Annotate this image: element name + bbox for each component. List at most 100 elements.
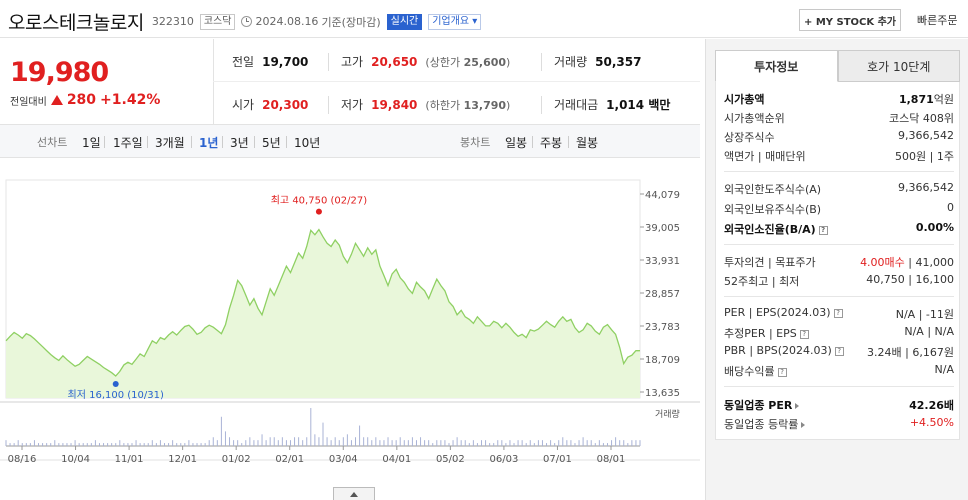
pbr-value-1: 3.24배 — [867, 346, 902, 359]
volume-axis-label: 거래량 — [655, 408, 680, 420]
divider — [286, 136, 287, 148]
shares-label: 상장주식수 — [724, 131, 775, 144]
stock-name: 오로스테크놀로지 — [8, 12, 144, 34]
help-icon[interactable]: ? — [818, 225, 828, 235]
open-price: 시가 20,300 — [232, 96, 308, 113]
trade-amount-value: 1,014 백만 — [606, 96, 670, 113]
volume-bar — [436, 440, 438, 446]
chart-collapse-handle[interactable] — [333, 487, 375, 500]
high-annotation: 최고 40,750 (02/27) — [271, 195, 367, 207]
volume-bar — [155, 443, 157, 446]
chevron-down-icon: ▾ — [472, 15, 478, 27]
volume-bar — [135, 440, 137, 446]
volume-bar — [464, 440, 466, 446]
tab-5y[interactable]: 5년 — [262, 136, 281, 150]
tab-1y[interactable]: 1년 — [199, 136, 219, 150]
help-icon[interactable]: ? — [833, 308, 843, 318]
trade-amount-unit: 백만 — [648, 98, 671, 112]
help-icon[interactable]: ? — [777, 367, 787, 377]
volume-bar — [428, 440, 430, 446]
market-cap-unit: 억원 — [933, 93, 954, 106]
sector-per-label[interactable]: 동일업종 PER — [724, 397, 800, 413]
volume-bar — [448, 443, 450, 446]
tab-investment-info[interactable]: 투자정보 — [715, 50, 838, 82]
volume-bar — [302, 440, 304, 446]
week52-label-1: 52주최고 — [724, 275, 769, 288]
par-value-1: 500원 — [895, 150, 927, 163]
volume-bar — [224, 431, 226, 446]
stock-code: 322310 — [151, 15, 194, 28]
realtime-tag[interactable]: 실시간 — [386, 13, 423, 30]
pbr-label-2: BPS(2024.03) — [756, 344, 832, 357]
volume-bar — [501, 440, 503, 446]
volume-bar — [257, 440, 259, 446]
volume-bar — [509, 440, 511, 446]
y-tick-label: 23,783 — [645, 322, 680, 333]
per-value-1: N/A — [895, 308, 916, 321]
volume-bar — [168, 443, 170, 446]
y-tick-label: 33,931 — [645, 256, 680, 267]
volume-bar — [208, 440, 210, 446]
volume-bar — [143, 443, 145, 446]
company-info-button[interactable]: 기업개요 ▾ — [428, 13, 482, 30]
cap-rank-row: 시가총액순위 코스닥 408위 — [724, 110, 954, 126]
volume-bar — [387, 437, 389, 446]
tab-weekly[interactable]: 주봉 — [540, 136, 563, 150]
volume-bar — [176, 443, 178, 446]
divider — [532, 136, 533, 148]
y-tick-label: 44,079 — [645, 190, 680, 201]
volume-bar — [229, 437, 231, 446]
tab-daily[interactable]: 일봉 — [505, 136, 528, 150]
est-per-label: 추정PER | EPS? — [724, 325, 809, 341]
help-icon[interactable]: ? — [799, 329, 809, 339]
upper-limit: (상한가 25,600) — [425, 56, 511, 69]
tab-3m[interactable]: 3개월 — [155, 136, 185, 150]
market-tag: 코스닥 — [199, 13, 236, 30]
volume-bar — [86, 443, 88, 446]
tab-order-book[interactable]: 호가 10단계 — [837, 50, 960, 82]
price-chart[interactable]: 44,079 39,005 33,931 28,857 23,783 18,709 13,6… — [0, 160, 700, 487]
volume-bar — [546, 443, 548, 446]
volume-bar — [123, 443, 125, 446]
volume-bar — [90, 443, 92, 446]
volume-bar — [220, 416, 222, 446]
add-mystock-button[interactable]: + MY STOCK 추가 — [799, 9, 901, 31]
tab-monthly[interactable]: 월봉 — [576, 136, 599, 150]
volume-bar — [355, 437, 357, 446]
volume-bar — [42, 443, 44, 446]
tab-3y[interactable]: 3년 — [230, 136, 249, 150]
sector-per-value: 42.26배 — [909, 399, 954, 412]
low-label: 저가 — [341, 98, 364, 112]
volume-bar — [631, 440, 633, 446]
tab-1d[interactable]: 1일 — [82, 136, 101, 150]
volume-bar — [468, 443, 470, 446]
y-axis: 44,079 39,005 33,931 28,857 23,783 18,709 13,6… — [640, 190, 680, 399]
pbr-label-1: PBR — [724, 344, 746, 357]
sector-rate-label[interactable]: 동일업종 등락률 — [724, 416, 806, 432]
volume-bar — [359, 425, 361, 446]
quick-order-button[interactable]: 빠른주문 — [917, 14, 958, 27]
volume-bar — [550, 440, 552, 446]
volume-bar — [212, 437, 214, 446]
opinion-value: 4.00매수 | 41,000 — [860, 256, 954, 269]
x-tick-label: 08/01 — [597, 454, 626, 465]
sector-per-row: 동일업종 PER 42.26배 — [724, 397, 954, 413]
volume-bar — [58, 443, 60, 446]
volume-bar — [147, 443, 149, 446]
volume-bar — [554, 443, 556, 446]
tab-10y[interactable]: 10년 — [294, 136, 321, 150]
volume-bar — [188, 440, 190, 446]
volume-bar — [241, 443, 243, 446]
est-per-value-2: N/A — [934, 325, 954, 338]
week52-label: 52주최고 | 최저 — [724, 275, 800, 288]
per-label-2: EPS(2024.03) — [755, 306, 831, 319]
help-icon[interactable]: ? — [834, 346, 844, 356]
x-tick-label: 02/01 — [275, 454, 304, 465]
volume-bar — [411, 437, 413, 446]
change-rate: +1.42% — [100, 92, 161, 108]
tab-1w[interactable]: 1주일 — [113, 136, 143, 150]
low-price: 저가 19,840 (하한가 13,790) — [341, 96, 510, 113]
divider — [541, 53, 542, 71]
volume-bar — [346, 434, 348, 446]
low-point — [112, 380, 119, 387]
